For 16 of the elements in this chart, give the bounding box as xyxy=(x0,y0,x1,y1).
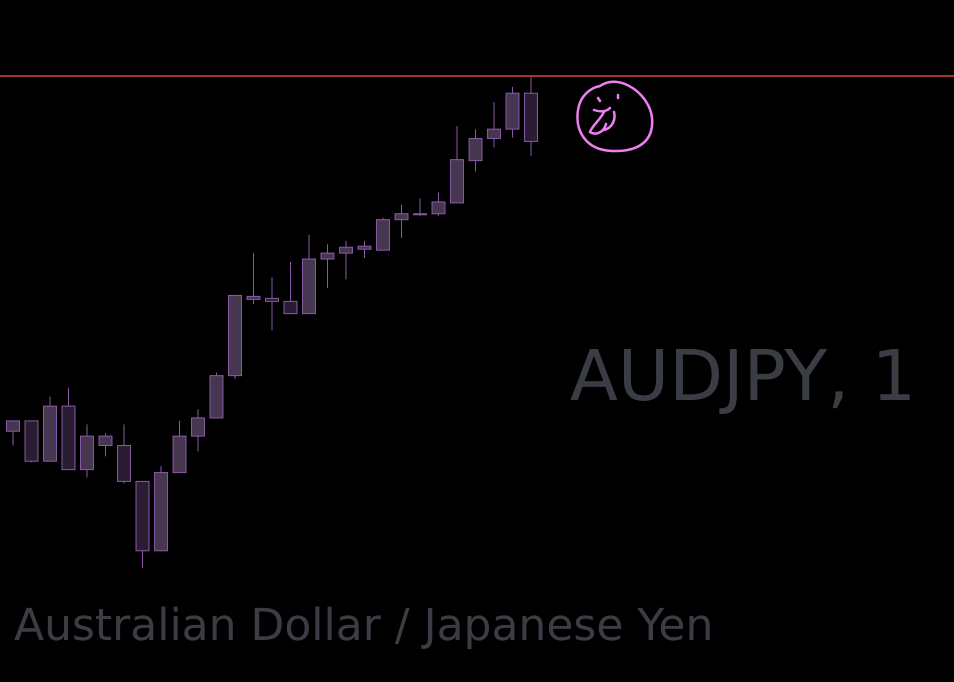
candlestick xyxy=(358,240,372,259)
text: AUDJPY, 1 xyxy=(570,335,916,417)
candlestick xyxy=(487,102,501,148)
candlestick xyxy=(284,261,298,314)
candlestick xyxy=(394,204,408,238)
candlestick xyxy=(339,240,353,280)
candlestick xyxy=(432,192,446,216)
candlestick xyxy=(320,244,334,289)
candlestick xyxy=(413,198,427,216)
candlestick xyxy=(191,408,205,452)
candlestick xyxy=(6,420,20,446)
candlestick xyxy=(265,276,279,331)
candlestick xyxy=(468,128,482,172)
text: Australian Dollar / Japanese Yen xyxy=(14,600,714,651)
candlestick xyxy=(246,252,260,305)
candlestick xyxy=(98,432,112,457)
